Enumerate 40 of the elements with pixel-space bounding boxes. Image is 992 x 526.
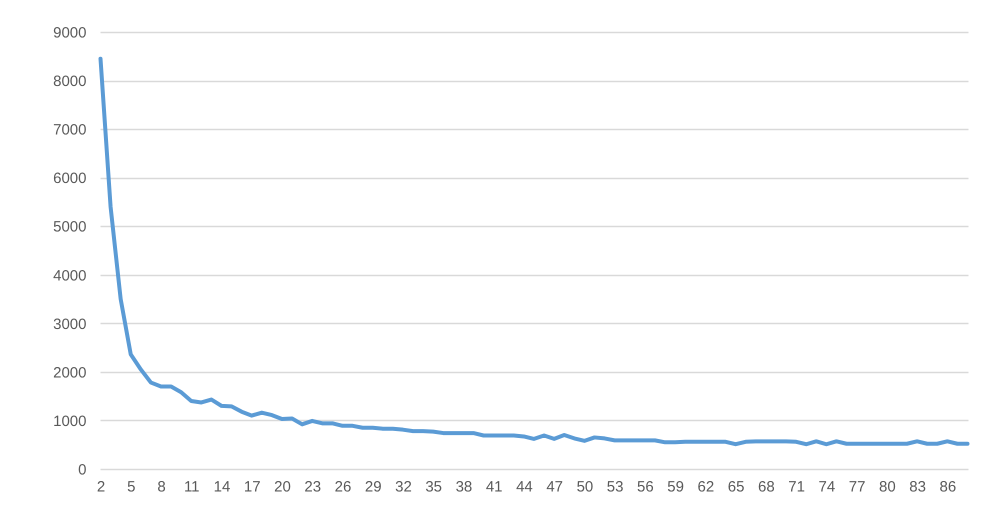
x-tick-label: 47 [546, 478, 564, 496]
x-tick-label: 38 [456, 478, 472, 496]
x-tick-label: 8 [157, 478, 166, 496]
x-tick-label: 83 [909, 478, 926, 496]
x-tick-label: 74 [818, 478, 836, 496]
x-tick-label: 41 [486, 478, 503, 496]
x-tick-label: 26 [334, 478, 352, 496]
x-tick-label: 32 [395, 478, 412, 496]
line-series [98, 56, 970, 446]
x-tick-label: 17 [244, 478, 261, 496]
x-tick-label: 23 [304, 478, 322, 496]
x-tick-label: 20 [274, 478, 291, 496]
x-tick-label: 59 [667, 478, 684, 496]
x-tick-label: 11 [184, 478, 200, 496]
y-tick-label: 0 [78, 462, 86, 478]
x-tick-label: 62 [698, 478, 714, 496]
x-tick-label: 35 [425, 478, 442, 496]
y-tick-label: 8000 [53, 73, 86, 90]
x-tick-label: 44 [516, 478, 533, 496]
y-tick-label: 9000 [53, 24, 86, 42]
x-tick-label: 80 [879, 478, 896, 496]
x-tick-label: 77 [848, 478, 866, 496]
x-tick-label: 68 [758, 478, 775, 496]
y-tick-label: 7000 [53, 122, 86, 139]
x-tick-label: 5 [127, 478, 136, 496]
x-tick-label: 56 [637, 478, 654, 496]
y-tick-label: 4000 [53, 267, 86, 284]
x-tick-label: 50 [576, 478, 594, 496]
y-tick-label: 3000 [53, 316, 86, 333]
y-tick-label: 2000 [53, 364, 86, 382]
y-tick-label: 5000 [53, 218, 86, 236]
y-tick-label: 1000 [53, 412, 86, 430]
x-tick-label: 71 [788, 478, 805, 496]
x-tick-label: 53 [606, 478, 624, 496]
y-tick-label: 6000 [53, 170, 86, 188]
x-tick-label: 86 [939, 478, 956, 496]
x-tick-label: 65 [728, 478, 744, 496]
x-tick-label: 29 [364, 478, 382, 496]
x-tick-label: 14 [214, 478, 230, 496]
x-tick-label: 2 [96, 478, 106, 496]
